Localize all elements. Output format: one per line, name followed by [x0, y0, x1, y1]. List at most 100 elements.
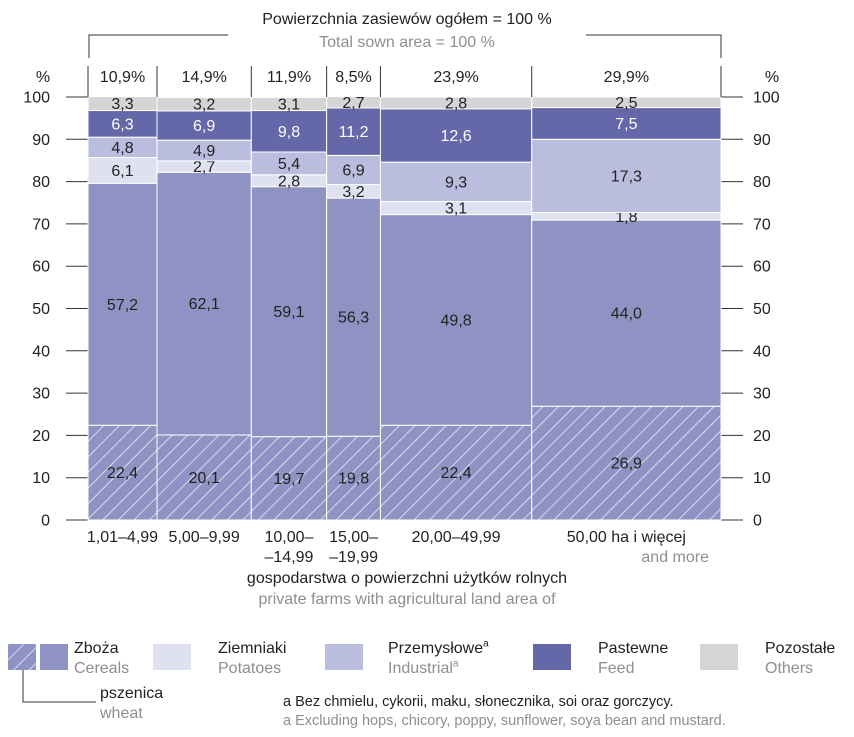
industrial-swatch [325, 644, 363, 670]
legend-label-industrial-pl: Przemysłowe [388, 640, 484, 657]
data-label: 3,2 [193, 97, 215, 114]
data-label: 3,3 [111, 96, 133, 113]
data-label: 6,9 [342, 162, 364, 179]
y-tick-label-left: 90 [32, 132, 50, 149]
legend-item-wheat: pszenica wheat [100, 684, 163, 724]
data-label: 3,1 [445, 201, 467, 218]
data-label: 26,9 [611, 456, 642, 473]
bar-segment [250, 110, 328, 153]
x-tick-label: 5,00–9,99 [169, 529, 240, 546]
bar-segment [326, 154, 381, 186]
data-label: 11,2 [339, 124, 369, 141]
data-label: 6,9 [193, 118, 215, 135]
bar-segment [379, 214, 533, 426]
chart-title: Powierzchnia zasiewów ogółem = 100 % [262, 11, 551, 28]
y-tick-label-left: 60 [32, 259, 50, 276]
others-swatch [700, 644, 738, 670]
legend-label-cereals-en: Cereals [74, 660, 130, 677]
y-tick-label-left: 80 [32, 174, 50, 191]
data-label: 19,7 [273, 471, 304, 488]
y-tick-label-left: 20 [32, 428, 50, 445]
data-label: 9,8 [278, 124, 300, 141]
footnote-en: a Excluding hops, chicory, poppy, sunflo… [283, 713, 726, 729]
share-label: 11,9% [267, 69, 311, 86]
y-tick-label-right: 80 [753, 174, 771, 191]
data-label: 3,1 [278, 96, 300, 113]
y-tick-label-left: 50 [32, 301, 50, 318]
bar-segment [326, 197, 381, 437]
data-label: 3,2 [342, 184, 364, 201]
bar-segment [156, 434, 252, 521]
data-label: 5,4 [278, 156, 300, 173]
y-tick-label-left: 0 [41, 513, 50, 530]
x-tick-label: 1,01–4,99 [87, 529, 158, 546]
bar-segment [87, 424, 158, 521]
y-tick-label-right: 70 [753, 216, 771, 233]
data-label: 19,8 [338, 471, 369, 488]
bar-segment [87, 156, 158, 184]
data-label: 49,8 [441, 312, 472, 329]
bar-segment [156, 171, 252, 436]
data-label: 57,2 [107, 297, 138, 314]
legend-label-industrial-en-text: Industrial [388, 660, 453, 677]
y-axis-left: 0 10 20 30 40 50 60 70 80 90 100 [23, 90, 89, 530]
data-label: 17,3 [611, 168, 642, 185]
legend-label-feed-en: Feed [598, 660, 635, 677]
data-label: 7,5 [615, 116, 637, 133]
chart-subtitle: Total sown area = 100 % [319, 34, 495, 51]
y-axis-right: 0 10 20 30 40 50 60 70 80 90 100 [720, 90, 780, 530]
data-label: 1,8 [615, 209, 637, 226]
y-tick-label-right: 100 [753, 90, 780, 107]
share-label: 23,9% [433, 69, 478, 86]
bar-segment [531, 219, 722, 407]
y-axis-unit-left: % [36, 69, 50, 86]
bar-segment [379, 424, 533, 521]
y-tick-label-right: 50 [753, 301, 771, 318]
y-axis-unit-right: % [765, 69, 779, 86]
data-label: 9,3 [445, 174, 467, 191]
y-tick-label-right: 20 [753, 428, 771, 445]
share-label: 8,5% [335, 69, 371, 86]
footnote: a Bez chmielu, cykorii, maku, słonecznik… [283, 693, 726, 731]
bar-segment [531, 138, 722, 213]
y-tick-label-right: 90 [753, 132, 771, 149]
legend-label-wheat-en: wheat [100, 705, 143, 722]
footnote-pl: a Bez chmielu, cykorii, maku, słonecznik… [283, 694, 674, 710]
data-label: 59,1 [273, 304, 304, 321]
wheat-connector [22, 670, 96, 703]
x-axis-title: gospodarstwa o powierzchni użytków rolny… [247, 570, 567, 587]
bar-segment [87, 182, 158, 426]
y-tick-label-right: 30 [753, 386, 771, 403]
x-axis-labels: 1,01–4,99 5,00–9,99 10,00– –14,99 15,00– –19,… [87, 529, 709, 566]
y-tick-label-left: 70 [32, 216, 50, 233]
x-tick-label: 20,00–49,99 [412, 529, 501, 546]
data-label: 4,9 [193, 143, 215, 160]
data-label: 2,7 [342, 95, 364, 112]
legend-label-cereals: Zboża [74, 640, 119, 657]
legend: Zboża Cereals Ziemniaki Potatoes Przemys… [0, 636, 854, 680]
data-label: 44,0 [611, 306, 642, 323]
data-label: 6,1 [111, 163, 133, 180]
x-tick-label-line2: and more [641, 549, 709, 566]
legend-label-potatoes: Ziemniaki [218, 640, 287, 657]
y-tick-label-left: 30 [32, 386, 50, 403]
legend-label-industrial: Przemysłowea [388, 639, 489, 658]
share-label: 10,9% [100, 69, 145, 86]
y-tick-label-left: 10 [32, 470, 50, 487]
data-label: 22,4 [441, 465, 472, 482]
bar-segment [531, 107, 722, 140]
x-tick-label-line2: –19,99 [329, 549, 378, 566]
data-label: 20,1 [189, 470, 220, 487]
y-tick-label-right: 60 [753, 259, 771, 276]
data-label: 2,8 [445, 95, 467, 112]
data-label: 2,8 [278, 173, 300, 190]
y-tick-label-right: 0 [753, 513, 762, 530]
bar-segment [156, 110, 252, 141]
y-tick-label-right: 10 [753, 470, 771, 487]
x-axis-title-en: private farms with agricultural land are… [258, 591, 556, 608]
data-label: 2,5 [615, 95, 637, 112]
feed-swatch [533, 644, 571, 670]
share-label: 14,9% [181, 69, 226, 86]
share-labels: 10,9% 14,9% 11,9% 8,5% 23,9% 29,9% [87, 66, 722, 97]
chart: Powierzchnia zasiewów ogółem = 100 % Tot… [23, 11, 780, 608]
